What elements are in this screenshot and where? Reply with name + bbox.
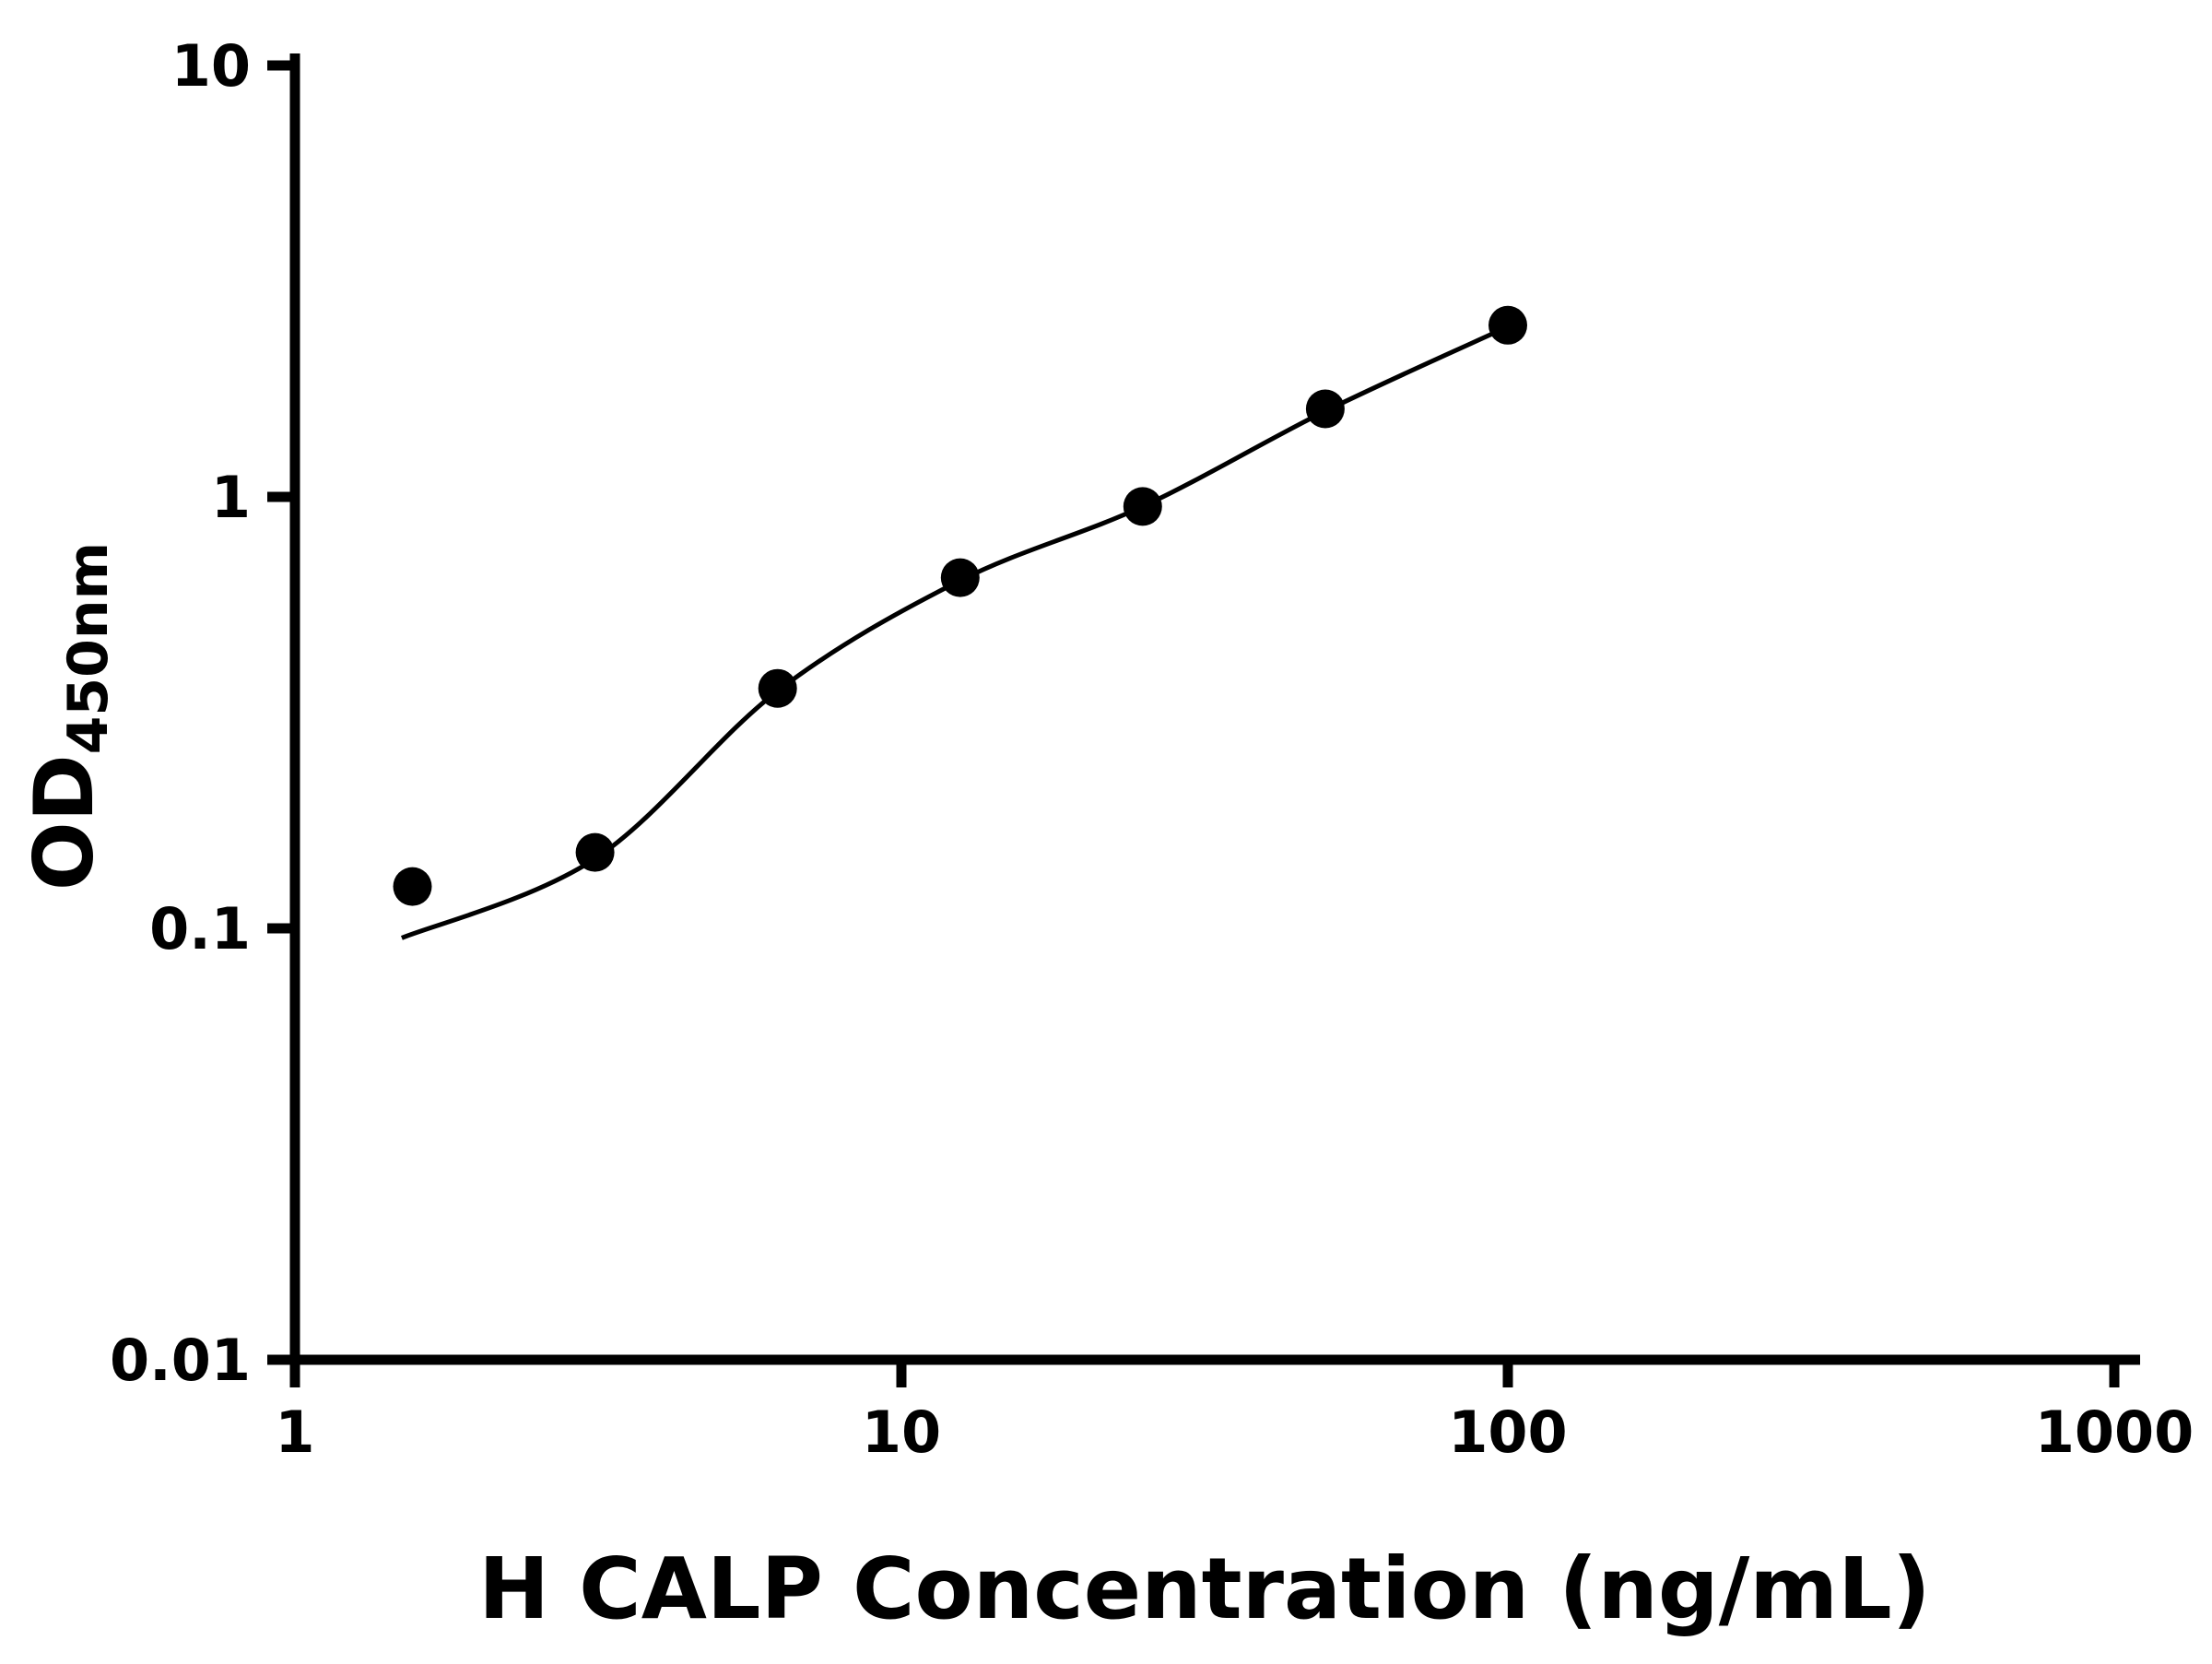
x-tick-label: 10 bbox=[862, 1398, 941, 1466]
y-tick-label: 0.1 bbox=[149, 895, 251, 962]
data-point bbox=[1123, 487, 1162, 526]
y-tick-label: 10 bbox=[171, 32, 251, 100]
y-tick-label: 0.01 bbox=[110, 1327, 251, 1394]
x-tick-label: 1 bbox=[275, 1398, 314, 1466]
y-axis-title: OD450nm bbox=[17, 542, 121, 891]
y-axis-title-main: OD bbox=[17, 754, 112, 891]
x-tick-label: 100 bbox=[1448, 1398, 1567, 1466]
x-tick-label: 1000 bbox=[2035, 1398, 2194, 1466]
plot-area: 1 10 100 1000 0.01 0.1 1 10 bbox=[110, 32, 2194, 1466]
data-point bbox=[758, 668, 797, 708]
data-point bbox=[575, 832, 615, 872]
y-axis-title-subscript: 450nm bbox=[56, 542, 121, 754]
data-point bbox=[940, 558, 980, 597]
data-point bbox=[1305, 389, 1345, 429]
data-point bbox=[1488, 305, 1527, 345]
x-axis-title: H CALP Concentration (ng/mL) bbox=[478, 1540, 1931, 1638]
data-point bbox=[393, 867, 432, 906]
y-tick-label: 1 bbox=[211, 464, 251, 531]
